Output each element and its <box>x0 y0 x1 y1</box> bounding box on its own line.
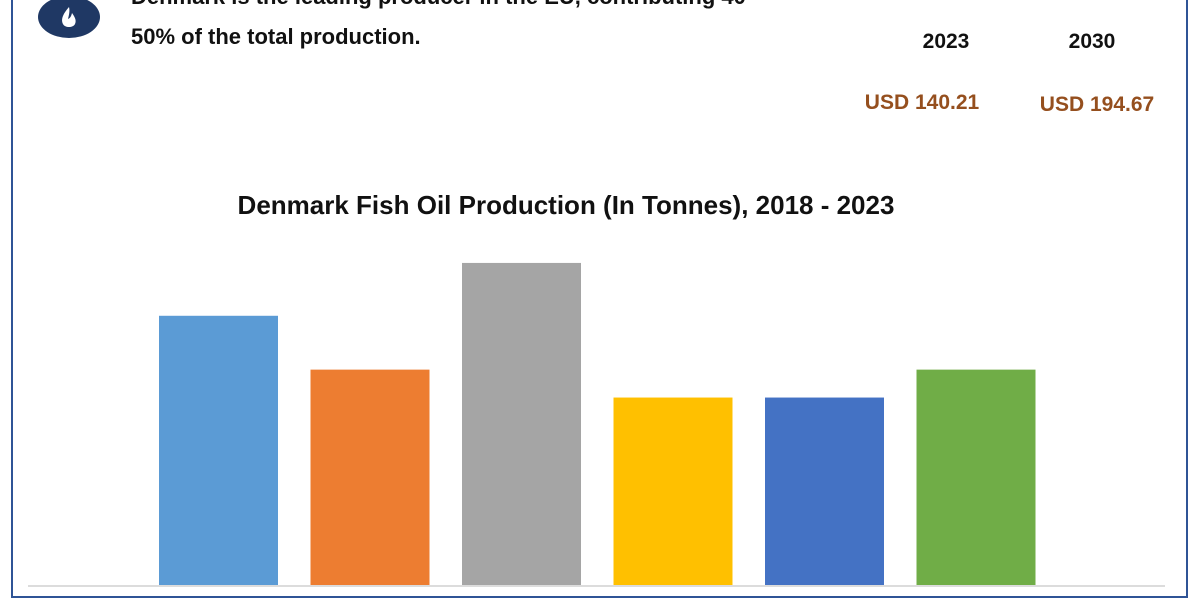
year-label: 2023 <box>923 30 970 53</box>
bar <box>916 369 1036 585</box>
chart-title: Denmark Fish Oil Production (In Tonnes),… <box>238 190 895 220</box>
market-value: USD 140.21 <box>865 91 980 114</box>
frame <box>11 0 1188 598</box>
bar <box>613 397 733 585</box>
flame-icon <box>62 7 76 27</box>
year-label: 2030 <box>1069 30 1116 53</box>
bar <box>310 369 430 585</box>
bar <box>462 262 581 585</box>
bar <box>159 315 278 585</box>
header-line: 50% of the total production. <box>131 24 421 49</box>
bar <box>765 397 884 585</box>
market-value: USD 194.67 <box>1040 93 1154 116</box>
header-line: Denmark is the leading producer in the E… <box>131 0 746 9</box>
